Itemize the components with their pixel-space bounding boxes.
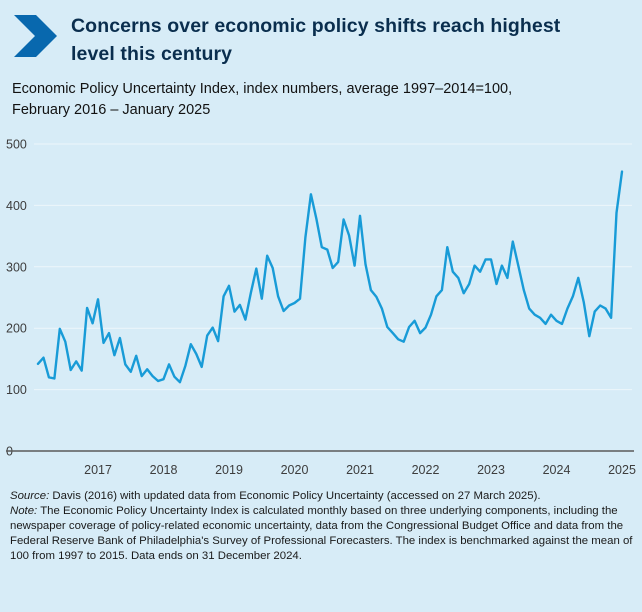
x-tick-label: 2023 [477,463,505,477]
x-tick-label: 2024 [543,463,571,477]
method-note: Note: The Economic Policy Uncertainty In… [10,504,634,563]
chevron-icon-shape [14,15,57,57]
x-tick-label: 2021 [346,463,374,477]
page-title: Concerns over economic policy shifts rea… [71,15,561,65]
note-label: Note: [10,505,38,518]
x-tick-label: 2020 [281,463,309,477]
header: Concerns over economic policy shifts rea… [0,0,642,68]
note-text: The Economic Policy Uncertainty Index is… [10,505,633,562]
x-tick-label: 2019 [215,463,243,477]
y-tick-label: 500 [6,138,27,152]
chevron-icon [14,15,57,57]
epu-series-line [36,170,624,384]
x-tick-label: 2017 [84,463,112,477]
source-text: Davis (2016) with updated data from Econ… [49,490,541,503]
footnotes: Source: Davis (2016) with updated data f… [10,489,634,563]
source-label: Source: [10,490,50,503]
y-tick-label: 100 [6,384,27,398]
chart-area: 0100200300400500201720182019202020212022… [0,126,642,487]
chart-subtitle: Economic Policy Uncertainty Index, index… [12,81,513,119]
epu-line-chart: 0100200300400500201720182019202020212022… [6,138,636,477]
y-tick-label: 400 [6,199,27,213]
y-tick-label: 300 [6,261,27,275]
x-tick-label: 2022 [412,463,440,477]
x-tick-label: 2018 [150,463,178,477]
x-tick-label: 2025 [608,463,636,477]
source-note: Source: Davis (2016) with updated data f… [10,489,634,504]
y-tick-label: 200 [6,322,27,336]
